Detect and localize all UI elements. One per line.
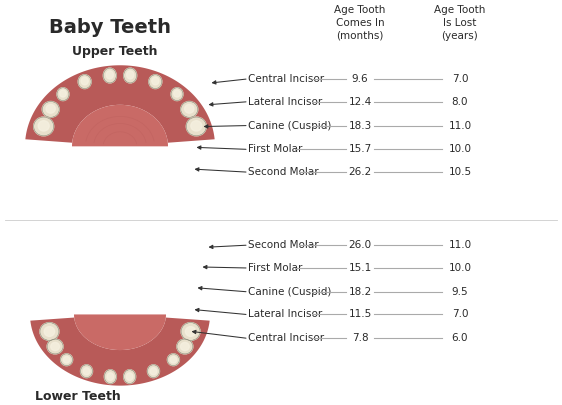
Text: 26.2: 26.2	[348, 167, 371, 177]
Text: 15.1: 15.1	[348, 263, 371, 273]
Text: Central Incisor: Central Incisor	[248, 333, 324, 343]
Ellipse shape	[152, 77, 159, 85]
Ellipse shape	[149, 75, 162, 89]
Text: 11.0: 11.0	[448, 121, 472, 130]
Text: 10.0: 10.0	[448, 263, 472, 273]
Text: 26.0: 26.0	[348, 240, 371, 250]
Text: 10.5: 10.5	[448, 167, 472, 177]
Text: Age Tooth
Is Lost
(years): Age Tooth Is Lost (years)	[434, 5, 486, 40]
Ellipse shape	[184, 104, 194, 113]
Text: Upper Teeth: Upper Teeth	[72, 45, 157, 58]
Ellipse shape	[185, 326, 196, 337]
Ellipse shape	[40, 323, 59, 341]
Text: Lower Teeth: Lower Teeth	[35, 390, 121, 403]
Text: Second Molar: Second Molar	[248, 240, 319, 250]
Ellipse shape	[51, 343, 60, 351]
Text: 11.0: 11.0	[448, 240, 472, 250]
Text: 8.0: 8.0	[452, 97, 468, 107]
Ellipse shape	[126, 71, 134, 79]
Ellipse shape	[105, 370, 116, 384]
Text: Lateral Incisor: Lateral Incisor	[248, 309, 322, 320]
Text: 18.2: 18.2	[348, 287, 371, 297]
Text: Second Molar: Second Molar	[248, 167, 319, 177]
Ellipse shape	[60, 90, 66, 97]
Ellipse shape	[57, 88, 69, 100]
Ellipse shape	[34, 117, 54, 136]
Text: Canine (Cuspid): Canine (Cuspid)	[248, 287, 332, 297]
Ellipse shape	[171, 88, 183, 100]
Ellipse shape	[177, 339, 193, 354]
Ellipse shape	[38, 121, 49, 131]
Ellipse shape	[107, 373, 114, 380]
Text: 11.5: 11.5	[348, 309, 371, 320]
Ellipse shape	[61, 354, 72, 366]
Ellipse shape	[181, 102, 198, 117]
Ellipse shape	[83, 368, 90, 375]
Ellipse shape	[64, 356, 70, 363]
Ellipse shape	[180, 343, 189, 351]
Ellipse shape	[46, 104, 56, 113]
Ellipse shape	[126, 373, 133, 380]
Polygon shape	[74, 314, 166, 350]
Text: 18.3: 18.3	[348, 121, 371, 130]
Ellipse shape	[174, 90, 180, 97]
Text: 15.7: 15.7	[348, 144, 371, 154]
Ellipse shape	[106, 71, 114, 79]
Text: 7.8: 7.8	[352, 333, 368, 343]
Ellipse shape	[187, 117, 206, 136]
Text: Lateral Incisor: Lateral Incisor	[248, 97, 322, 107]
Text: 6.0: 6.0	[452, 333, 468, 343]
Polygon shape	[25, 65, 215, 143]
Polygon shape	[30, 318, 210, 386]
Text: 9.5: 9.5	[452, 287, 468, 297]
Text: First Molar: First Molar	[248, 144, 302, 154]
Ellipse shape	[191, 121, 202, 131]
Ellipse shape	[80, 365, 93, 377]
Text: 7.0: 7.0	[452, 74, 468, 84]
Text: Age Tooth
Comes In
(months): Age Tooth Comes In (months)	[334, 5, 386, 40]
Text: First Molar: First Molar	[248, 263, 302, 273]
Ellipse shape	[124, 370, 135, 384]
Ellipse shape	[150, 368, 157, 375]
Polygon shape	[72, 105, 168, 146]
Ellipse shape	[167, 354, 179, 366]
Ellipse shape	[47, 339, 63, 354]
Ellipse shape	[124, 68, 137, 83]
Text: 7.0: 7.0	[452, 309, 468, 320]
Ellipse shape	[44, 326, 55, 337]
Text: Central Incisor: Central Incisor	[248, 74, 324, 84]
Ellipse shape	[81, 77, 88, 85]
Ellipse shape	[78, 75, 91, 89]
Ellipse shape	[170, 356, 176, 363]
Text: 12.4: 12.4	[348, 97, 371, 107]
Text: Baby Teeth: Baby Teeth	[49, 18, 171, 37]
Text: Canine (Cuspid): Canine (Cuspid)	[248, 121, 332, 130]
Ellipse shape	[103, 68, 116, 83]
Ellipse shape	[42, 102, 59, 117]
Text: 9.6: 9.6	[352, 74, 368, 84]
Ellipse shape	[181, 323, 200, 341]
Text: 10.0: 10.0	[448, 144, 472, 154]
Ellipse shape	[147, 365, 160, 377]
